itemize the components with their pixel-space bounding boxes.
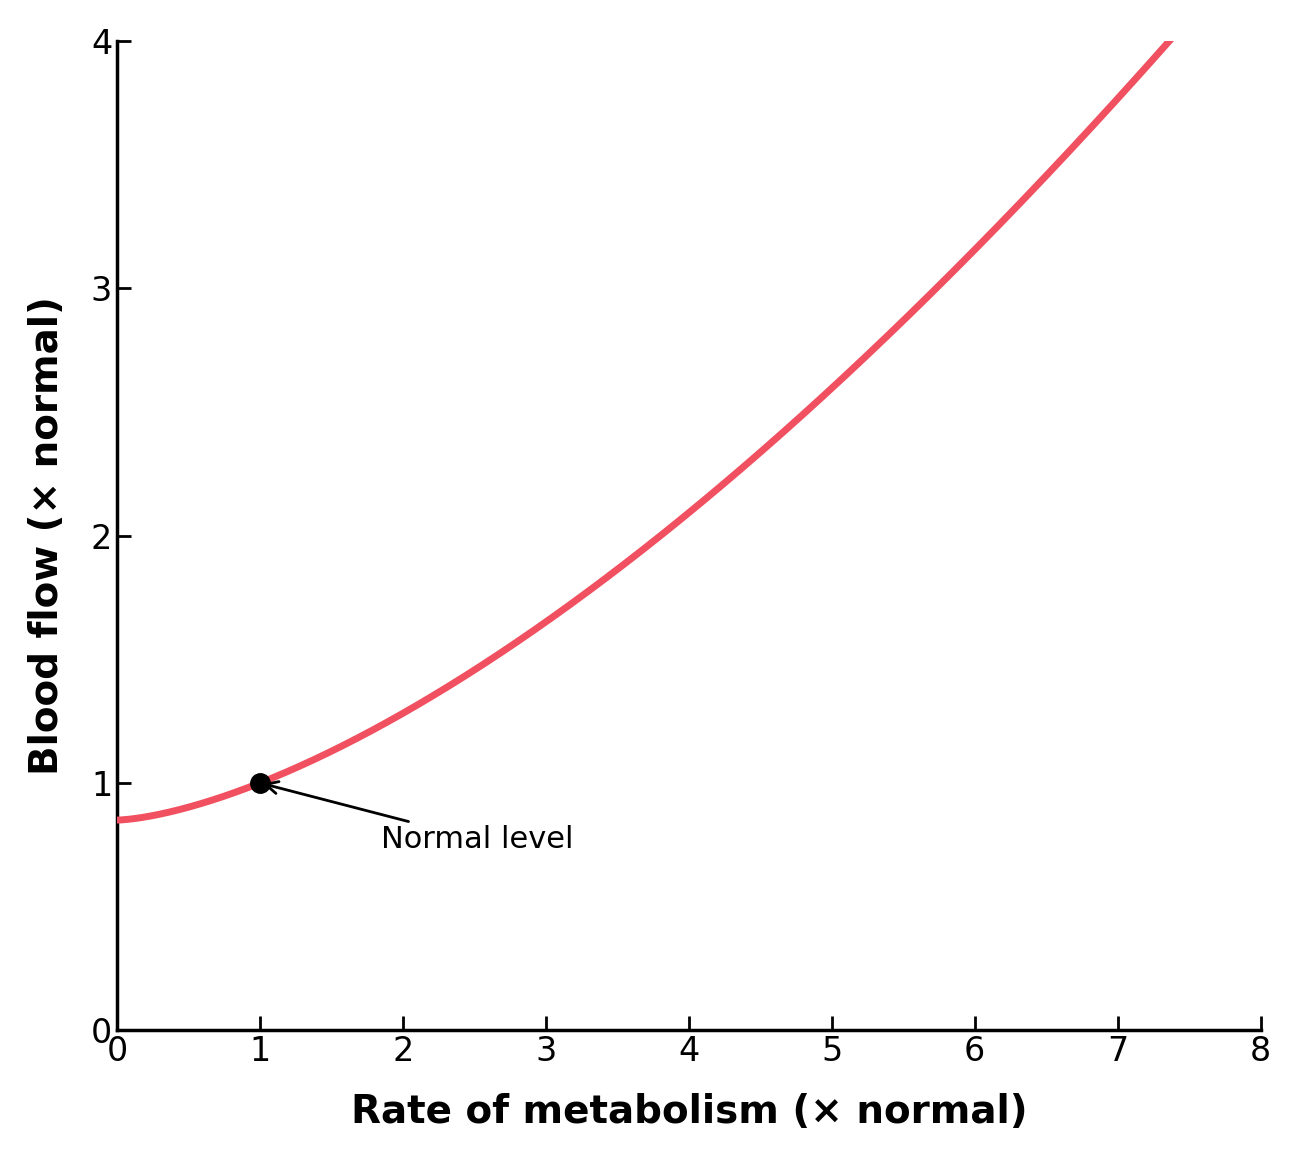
X-axis label: Rate of metabolism (× normal): Rate of metabolism (× normal) <box>351 1093 1028 1131</box>
Text: Normal level: Normal level <box>266 781 574 854</box>
Y-axis label: Blood flow (× normal): Blood flow (× normal) <box>27 297 66 775</box>
